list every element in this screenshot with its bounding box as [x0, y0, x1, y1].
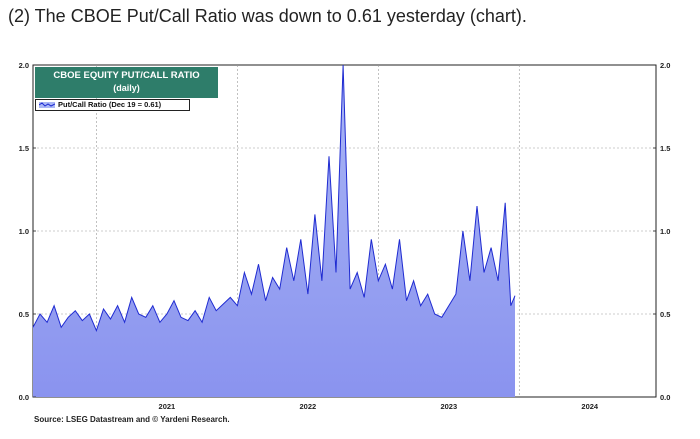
- chart-title-box: CBOE EQUITY PUT/CALL RATIO (daily): [35, 67, 218, 98]
- x-tick-label: 2022: [300, 402, 317, 411]
- source-note: Source: LSEG Datastream and © Yardeni Re…: [34, 415, 230, 424]
- y-tick-label-right: 0.0: [660, 393, 670, 402]
- y-axis-left: 0.0 0.5 1.0 1.5 2.0: [19, 61, 656, 402]
- y-tick-label-right: 2.0: [660, 61, 670, 70]
- legend-label: Put/Call Ratio (Dec 19 = 0.61): [58, 100, 162, 109]
- chart-subtitle: (daily): [113, 83, 140, 93]
- headline: (2) The CBOE Put/Call Ratio was down to …: [8, 6, 527, 26]
- y-tick-label-right: 1.0: [660, 227, 670, 236]
- y-axis-right: 0.0 0.5 1.0 1.5 2.0: [660, 61, 670, 402]
- legend-swatch-icon: [39, 102, 55, 108]
- x-tick-label: 2023: [440, 402, 457, 411]
- x-tick-label: 2024: [581, 402, 599, 411]
- chart-title: CBOE EQUITY PUT/CALL RATIO: [53, 70, 200, 81]
- legend: Put/Call Ratio (Dec 19 = 0.61): [35, 99, 190, 111]
- series-line: [32, 64, 516, 333]
- y-tick-label-left: 0.5: [19, 310, 29, 319]
- y-tick-label-right: 0.5: [660, 310, 670, 319]
- series-area: [33, 65, 515, 397]
- y-tick-label-left: 1.0: [19, 227, 29, 236]
- y-tick-label-left: 0.0: [19, 393, 29, 402]
- x-axis: 2021 2022 2023 2024: [159, 402, 599, 411]
- y-tick-label-left: 1.5: [19, 144, 29, 153]
- y-tick-label-right: 1.5: [660, 144, 670, 153]
- y-tick-label-left: 2.0: [19, 61, 29, 70]
- x-tick-label: 2021: [159, 402, 176, 411]
